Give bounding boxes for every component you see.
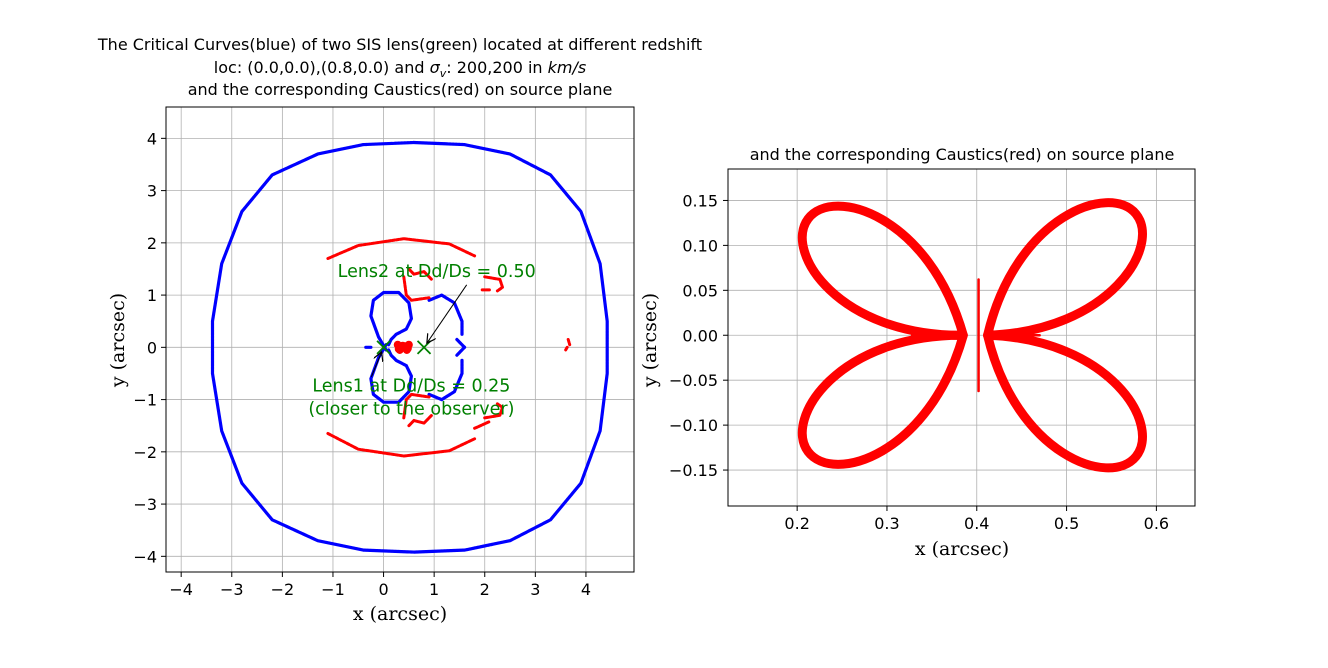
left-x-axis-label: x (arcsec) xyxy=(353,603,447,625)
left-title-line2: loc: (0.0,0.0),(0.8,0.0) and σv: 200,200… xyxy=(214,58,586,80)
caustic-lobe xyxy=(797,330,968,469)
left-title-line1: The Critical Curves(blue) of two SIS len… xyxy=(97,35,702,54)
right-y-tick-label: −0.15 xyxy=(669,461,718,480)
right-y-tick-label: 0.00 xyxy=(682,326,718,345)
right-x-axis-label: x (arcsec) xyxy=(915,538,1009,560)
right-y-axis-label: y (arcsec) xyxy=(639,293,661,388)
caustic-curve xyxy=(402,392,431,420)
caustic-curve xyxy=(407,267,434,281)
left-y-tick-label: 0 xyxy=(147,338,157,357)
left-y-tick-label: −4 xyxy=(133,547,157,566)
caustic-lobe xyxy=(983,198,1147,340)
left-grid xyxy=(166,107,634,572)
left-title-unit: km/s xyxy=(548,58,587,77)
caustic-curve xyxy=(564,345,569,352)
left-plot-data xyxy=(210,140,609,554)
right-plot-data xyxy=(797,198,1147,473)
left-title-line2-prefix: loc: (0.0,0.0),(0.8,0.0) and xyxy=(214,58,430,77)
left-title-sigma-subscript: v xyxy=(440,67,447,80)
caustic-curve xyxy=(483,402,504,420)
right-y-tick-label: 0.10 xyxy=(682,236,718,255)
right-chart: and the corresponding Caustics(red) on s… xyxy=(639,145,1196,560)
critical-curve xyxy=(210,140,609,554)
right-ticks: 0.2 0.3 0.4 0.5 0.6 −0.15 −0.10 −0.05 0.00 0.05 0.… xyxy=(669,191,1169,533)
left-x-tick-label: −2 xyxy=(271,580,295,599)
left-annotations: Lens2 at Dd/Ds = 0.50 Lens1 at Dd/Ds = 0.… xyxy=(308,262,535,420)
left-x-tick-label: 4 xyxy=(581,580,591,599)
caustic-curve xyxy=(402,275,431,302)
annotation-arrow xyxy=(370,352,381,377)
annotation-arrow xyxy=(427,284,468,343)
critical-curve xyxy=(455,337,467,349)
left-ticks: −4 −3 −2 −1 0 1 2 3 4 −4 −3 −2 −1 0 1 2 3 4 xyxy=(133,129,591,599)
caustic-curve xyxy=(326,237,477,260)
left-y-axis-label: y (arcsec) xyxy=(107,293,129,388)
left-y-tick-label: 2 xyxy=(147,234,157,253)
lens2-annotation: Lens2 at Dd/Ds = 0.50 xyxy=(338,262,536,282)
right-y-tick-label: 0.15 xyxy=(682,191,718,210)
left-y-tick-label: 1 xyxy=(147,286,157,305)
left-title-sigma: σ xyxy=(430,58,441,77)
right-y-tick-label: 0.05 xyxy=(682,281,718,300)
left-x-tick-label: 3 xyxy=(530,580,540,599)
lens1-annotation: Lens1 at Dd/Ds = 0.25 xyxy=(312,377,510,397)
critical-curve xyxy=(427,358,464,402)
left-y-tick-label: −2 xyxy=(133,443,157,462)
left-x-tick-label: 0 xyxy=(378,580,388,599)
critical-curve xyxy=(369,290,413,352)
caustic-curve xyxy=(407,413,434,428)
left-y-tick-label: 3 xyxy=(147,182,157,201)
left-axes-frame xyxy=(165,106,635,573)
caustic-lobe xyxy=(797,201,968,340)
right-axes-frame xyxy=(727,168,1196,507)
right-title: and the corresponding Caustics(red) on s… xyxy=(750,145,1175,164)
left-y-tick-label: −1 xyxy=(133,391,157,410)
right-y-tick-label: −0.05 xyxy=(669,371,718,390)
left-title-line3: and the corresponding Caustics(red) on s… xyxy=(188,80,613,99)
left-x-tick-label: −3 xyxy=(220,580,244,599)
right-x-tick-label: 0.4 xyxy=(964,514,989,533)
caustic-curve xyxy=(326,432,477,458)
caustic-point xyxy=(398,341,407,350)
right-x-tick-label: 0.2 xyxy=(784,514,809,533)
left-y-tick-label: 4 xyxy=(147,129,157,148)
right-x-tick-label: 0.5 xyxy=(1054,514,1079,533)
caustic-curve xyxy=(473,420,492,430)
critical-curve xyxy=(455,345,467,357)
caustic-lobe xyxy=(983,330,1147,473)
right-x-tick-label: 0.6 xyxy=(1144,514,1169,533)
caustic-curve xyxy=(483,275,504,293)
left-title-line2-mid: : 200,200 in xyxy=(446,58,547,77)
caustic-curve xyxy=(566,338,572,347)
left-x-tick-label: −1 xyxy=(321,580,345,599)
right-y-tick-label: −0.10 xyxy=(669,416,718,435)
lens1-annotation-line2: (closer to the observer) xyxy=(308,400,514,420)
left-x-tick-label: −4 xyxy=(169,580,193,599)
right-x-tick-label: 0.3 xyxy=(874,514,899,533)
left-x-tick-label: 2 xyxy=(480,580,490,599)
left-chart: The Critical Curves(blue) of two SIS len… xyxy=(97,35,702,625)
left-y-tick-label: −3 xyxy=(133,495,157,514)
left-x-tick-label: 1 xyxy=(429,580,439,599)
